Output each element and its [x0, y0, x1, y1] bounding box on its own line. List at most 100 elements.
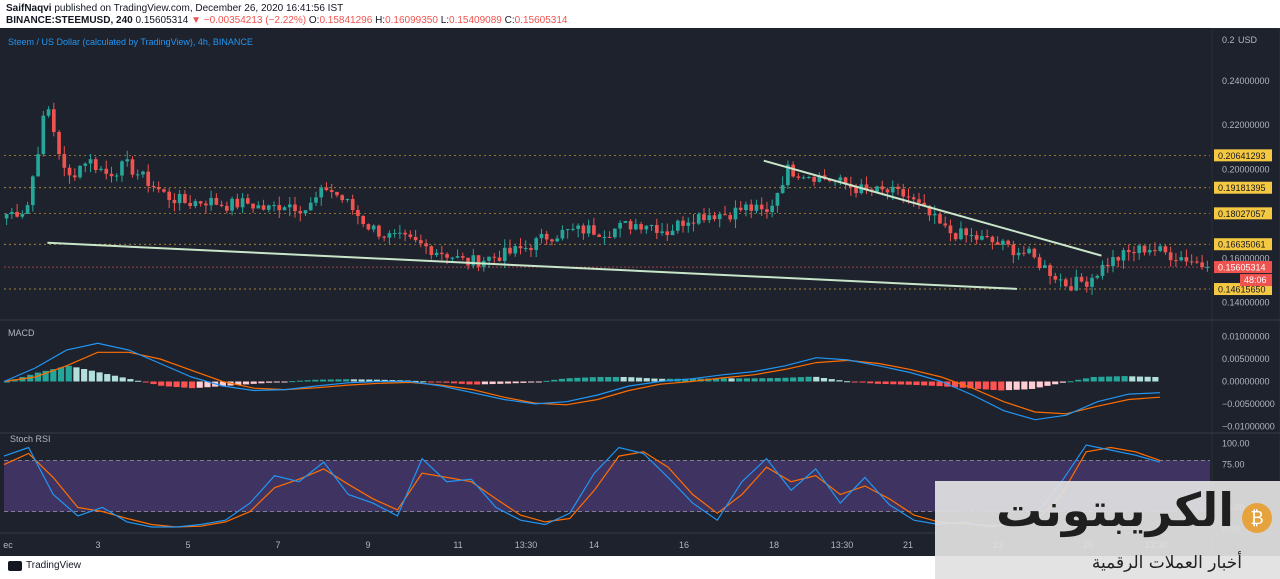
candle-body [36, 154, 40, 177]
macd-histogram-bar [728, 378, 735, 382]
candle-body [1116, 257, 1121, 261]
candle-body [985, 236, 989, 238]
candle-body [838, 177, 843, 181]
candle-body [749, 204, 754, 211]
candle-body [88, 159, 93, 164]
candle-body [581, 225, 586, 234]
candle-body [508, 247, 512, 254]
macd-histogram-bar [335, 379, 342, 382]
candle-body [225, 205, 229, 211]
candle-body [1001, 240, 1005, 245]
macd-histogram-bar [1013, 381, 1020, 390]
candle-body [597, 234, 601, 237]
macd-histogram-bar [235, 381, 242, 385]
candle-body [382, 236, 386, 238]
candle-body [864, 184, 869, 190]
price-level-label: 0.18027057 [1218, 209, 1266, 219]
candle-body [151, 185, 156, 187]
candle-body [502, 247, 507, 261]
macd-histogram-bar [34, 372, 41, 382]
macd-histogram-bar [1121, 376, 1128, 382]
candle-body [1053, 275, 1058, 280]
candle-body [72, 175, 77, 178]
macd-histogram-bar [905, 381, 912, 385]
author-name[interactable]: SaifNaqvi [6, 3, 52, 14]
macd-histogram-bar [127, 379, 134, 382]
candle-body [146, 171, 151, 186]
time-axis-tick: 7 [275, 540, 280, 550]
macd-histogram-bar [1005, 381, 1013, 391]
candle-body [644, 225, 649, 230]
candle-body [408, 234, 413, 237]
macd-histogram-bar [481, 381, 488, 385]
macd-axis-tick: 0.00000000 [1222, 376, 1270, 386]
macd-histogram-bar [766, 378, 774, 382]
price-level-badge [1214, 149, 1272, 162]
time-axis-tick: 13:30 [515, 540, 538, 550]
high-label: H: [375, 15, 386, 26]
tradingview-logo-icon[interactable] [8, 560, 22, 571]
candle-body [728, 215, 733, 220]
candle-body [335, 191, 339, 196]
macd-histogram-bar [1052, 381, 1059, 385]
macd-histogram-bar [528, 381, 535, 383]
candle-body [177, 194, 182, 204]
macd-histogram-bar [851, 381, 858, 383]
macd-histogram-bar [720, 378, 727, 382]
candle-body [875, 186, 879, 192]
candle-body [293, 204, 297, 212]
macd-histogram-bar [589, 377, 596, 382]
macd-histogram-bar [412, 380, 419, 382]
macd-histogram-bar [111, 375, 119, 382]
candle-body [723, 214, 727, 216]
candle-body [466, 257, 470, 266]
candle-body [513, 246, 518, 254]
macd-histogram-bar [882, 381, 889, 385]
macd-histogram-bar [1067, 381, 1074, 383]
open-value: 0.15841296 [319, 15, 373, 26]
candle-body [10, 211, 14, 215]
macd-histogram-bar [57, 367, 65, 382]
candle-body [1132, 252, 1136, 254]
candle-body [204, 203, 208, 206]
candle-body [660, 231, 664, 233]
macd-histogram-bar [250, 381, 257, 384]
price-level-label: 0.19181395 [1218, 183, 1266, 193]
candle-body [350, 199, 355, 210]
macd-histogram-bar [520, 381, 527, 383]
candle-body [303, 210, 308, 214]
candle-body [518, 246, 523, 249]
candle-body [796, 176, 801, 178]
candle-body [922, 202, 927, 206]
candle-body [172, 199, 177, 204]
candle-body [791, 164, 795, 177]
macd-histogram-bar [844, 381, 851, 383]
price-axis-top-label: 0.2 [1222, 35, 1235, 45]
macd-title: MACD [8, 328, 35, 338]
macd-histogram-bar [458, 381, 465, 384]
macd-histogram-bar [1044, 381, 1051, 386]
candle-body [1179, 257, 1183, 261]
macd-histogram-bar [1082, 378, 1090, 382]
macd-histogram-bar [373, 379, 381, 382]
candle-body [1174, 260, 1178, 262]
candle-body [607, 236, 612, 238]
macd-histogram-bar [296, 380, 304, 382]
footer-brand[interactable]: TradingView [26, 560, 82, 571]
change-value: ▼ −0.00354213 (−2.22%) [191, 15, 307, 26]
candle-body [681, 220, 685, 226]
candle-body [329, 190, 334, 192]
price-level-label: 0.20641293 [1218, 151, 1266, 161]
candle-body [125, 159, 130, 162]
publish-info: published on TradingView.com, December 2… [51, 3, 344, 14]
candle-body [1048, 265, 1052, 276]
macd-histogram-bar [582, 377, 589, 382]
candle-body [392, 233, 397, 235]
candle-body [1158, 246, 1163, 251]
candle-body [387, 233, 392, 238]
candle-body [890, 186, 895, 193]
candle-body [1058, 279, 1063, 281]
chart-area[interactable]: Steem / US Dollar (calculated by Trading… [0, 28, 1280, 556]
candle-body [812, 176, 816, 182]
price-axis-tick: 0.20000000 [1222, 165, 1270, 175]
